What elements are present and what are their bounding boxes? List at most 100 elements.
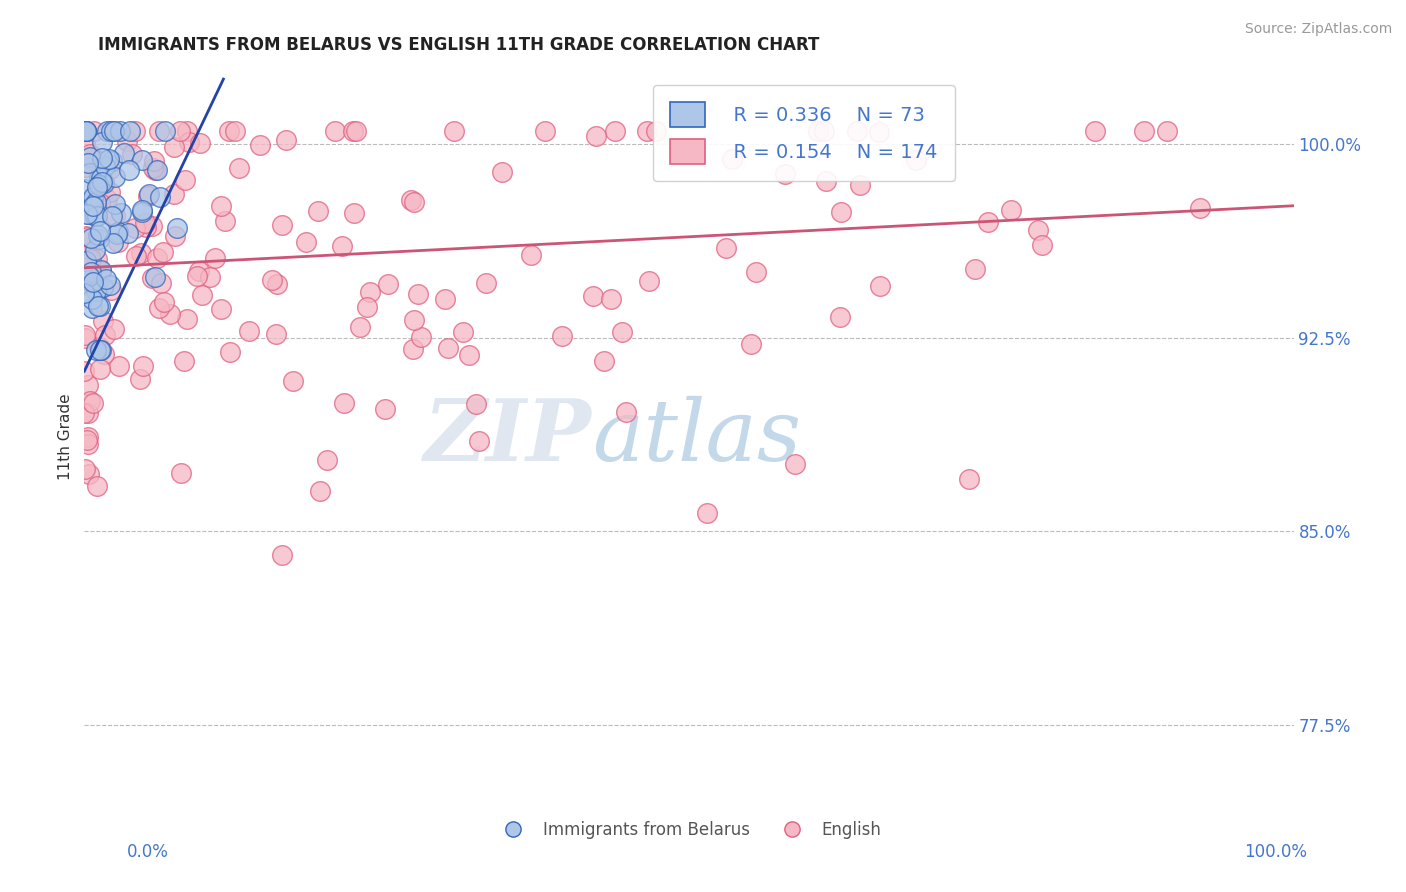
- Point: [294, 235, 316, 249]
- Point: [344, 124, 367, 138]
- Point: [118, 162, 141, 177]
- Point: [830, 205, 852, 219]
- Point: [83, 157, 105, 171]
- Point: [149, 190, 172, 204]
- Point: [638, 274, 661, 288]
- Point: [91, 175, 114, 189]
- Point: [79, 166, 101, 180]
- Point: [73, 364, 96, 378]
- Point: [404, 194, 426, 209]
- Point: [77, 430, 100, 444]
- Point: [76, 207, 98, 221]
- Point: [93, 347, 115, 361]
- Point: [79, 147, 101, 161]
- Point: [815, 174, 838, 188]
- Point: [1189, 202, 1212, 216]
- Point: [143, 163, 166, 178]
- Point: [349, 320, 371, 334]
- Point: [224, 124, 246, 138]
- Point: [636, 124, 658, 138]
- Point: [73, 286, 96, 301]
- Point: [150, 277, 173, 291]
- Point: [73, 406, 96, 420]
- Point: [696, 506, 718, 520]
- Point: [86, 227, 108, 242]
- Point: [96, 192, 118, 206]
- Point: [96, 124, 118, 138]
- Point: [76, 155, 98, 169]
- Text: Source: ZipAtlas.com: Source: ZipAtlas.com: [1244, 22, 1392, 37]
- Point: [1026, 223, 1049, 237]
- Point: [356, 300, 378, 314]
- Point: [83, 280, 105, 294]
- Point: [148, 124, 170, 138]
- Text: 100.0%: 100.0%: [1244, 843, 1308, 861]
- Point: [117, 226, 139, 240]
- Point: [73, 244, 96, 258]
- Point: [75, 160, 97, 174]
- Point: [1156, 124, 1178, 138]
- Point: [359, 285, 381, 299]
- Point: [90, 264, 112, 278]
- Point: [89, 361, 111, 376]
- Point: [965, 262, 987, 277]
- Point: [75, 124, 97, 138]
- Text: atlas: atlas: [592, 396, 801, 478]
- Point: [276, 133, 298, 147]
- Point: [152, 244, 174, 259]
- Point: [868, 125, 890, 139]
- Point: [90, 171, 112, 186]
- Point: [1000, 202, 1022, 217]
- Point: [551, 329, 574, 343]
- Point: [76, 433, 98, 447]
- Point: [107, 225, 129, 239]
- Point: [131, 246, 153, 260]
- Point: [84, 209, 107, 223]
- Point: [176, 124, 198, 138]
- Point: [465, 397, 488, 411]
- Point: [131, 203, 153, 218]
- Point: [124, 221, 146, 235]
- Point: [82, 199, 104, 213]
- Point: [332, 396, 354, 410]
- Point: [82, 396, 104, 410]
- Point: [75, 266, 97, 280]
- Point: [138, 187, 160, 202]
- Point: [342, 124, 364, 138]
- Point: [107, 235, 129, 249]
- Point: [91, 313, 114, 327]
- Point: [104, 169, 127, 184]
- Point: [592, 354, 614, 368]
- Point: [145, 252, 167, 266]
- Point: [209, 301, 232, 316]
- Point: [170, 466, 193, 480]
- Point: [146, 163, 169, 178]
- Point: [434, 292, 457, 306]
- Point: [87, 299, 110, 313]
- Point: [73, 254, 96, 268]
- Point: [90, 343, 112, 358]
- Point: [100, 283, 122, 297]
- Point: [89, 196, 111, 211]
- Point: [105, 227, 128, 241]
- Point: [468, 434, 491, 448]
- Point: [1133, 124, 1156, 138]
- Point: [112, 146, 135, 161]
- Point: [75, 327, 97, 342]
- Point: [323, 124, 346, 138]
- Point: [377, 277, 399, 291]
- Point: [266, 277, 288, 291]
- Point: [86, 209, 108, 223]
- Point: [93, 328, 115, 343]
- Point: [132, 359, 155, 374]
- Text: ZIP: ZIP: [425, 395, 592, 479]
- Point: [214, 214, 236, 228]
- Point: [260, 273, 283, 287]
- Point: [142, 161, 165, 175]
- Point: [198, 269, 221, 284]
- Point: [807, 124, 830, 138]
- Point: [977, 215, 1000, 229]
- Point: [89, 224, 111, 238]
- Point: [316, 453, 339, 467]
- Point: [307, 203, 329, 218]
